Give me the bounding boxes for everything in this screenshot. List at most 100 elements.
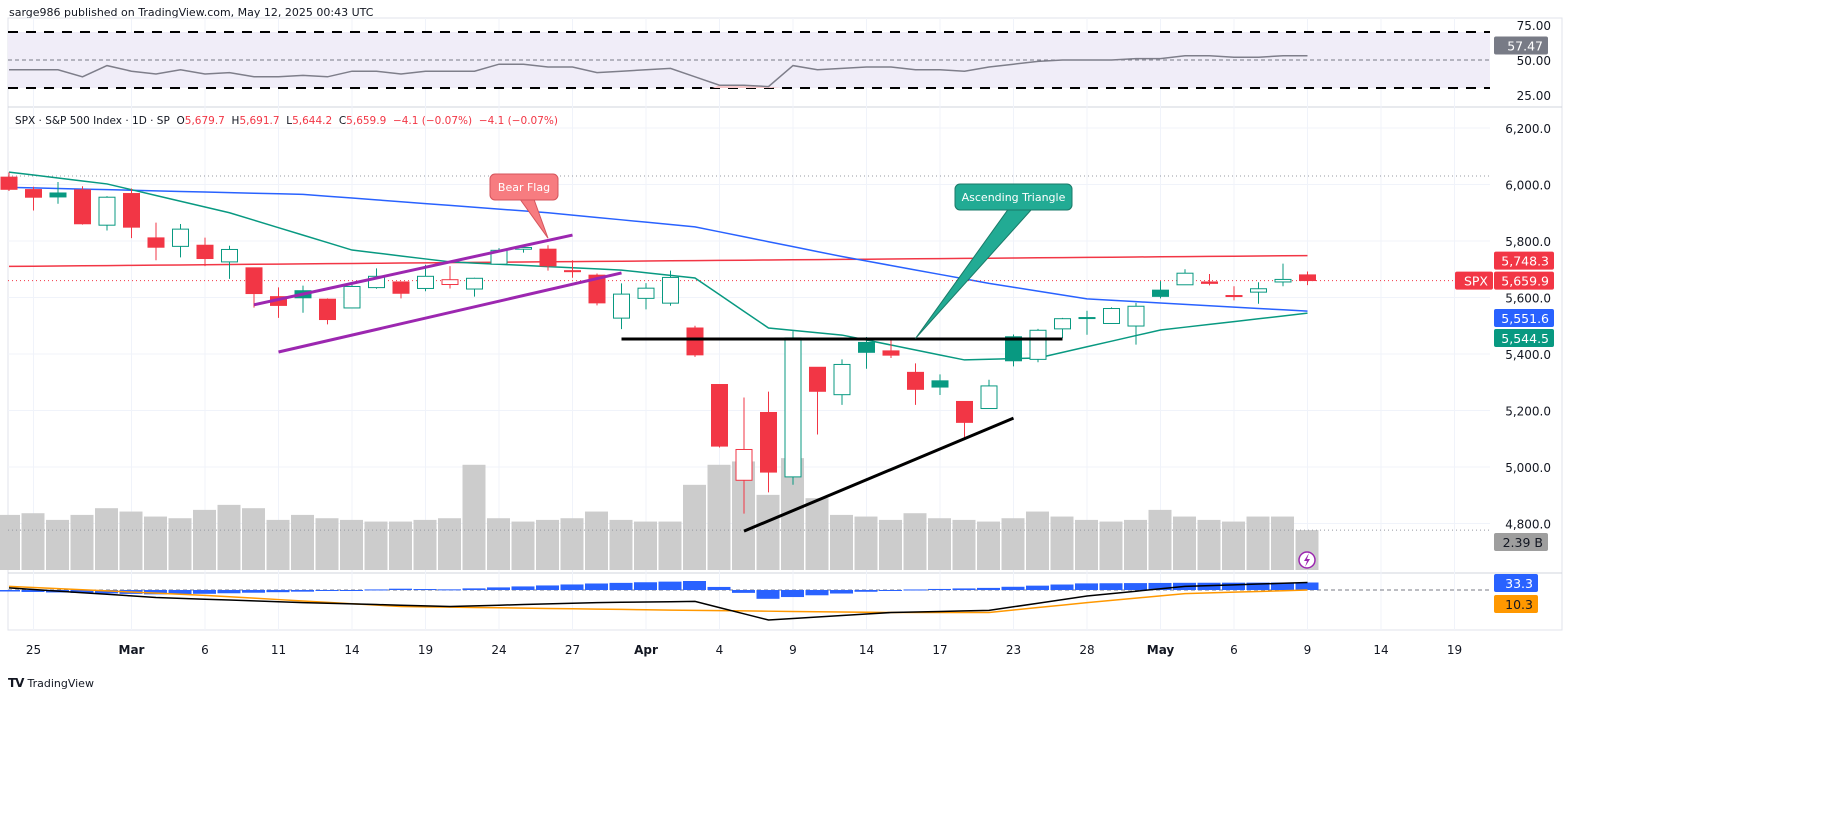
volume-bar — [0, 514, 20, 570]
candle-body — [784, 337, 802, 478]
macd-histogram-bar — [707, 586, 731, 590]
triangle-support-line[interactable] — [743, 416, 1015, 533]
macd-histogram-bar — [634, 582, 657, 590]
candle — [245, 267, 263, 308]
candle-body — [1225, 295, 1243, 298]
candle — [907, 363, 924, 405]
candle — [1225, 286, 1243, 301]
macd-histogram-bar — [1026, 585, 1049, 590]
candle — [980, 379, 998, 410]
macd-histogram-bar — [438, 589, 461, 591]
candle-body — [882, 350, 900, 356]
macd-histogram-bar — [732, 590, 755, 593]
macd-hist-badge: 33.3 — [1505, 576, 1533, 591]
macd-histogram-bar — [928, 588, 951, 590]
price-axis-label: 5,600.0 — [1505, 292, 1551, 306]
candle — [784, 331, 802, 485]
candle — [711, 384, 728, 448]
volume-bar — [683, 484, 706, 570]
candle — [270, 287, 287, 318]
candle-body — [956, 400, 973, 423]
candle — [637, 283, 655, 310]
candle-body — [147, 237, 165, 248]
symbol-badge: SPX — [1464, 274, 1488, 289]
ma-200-line — [8, 254, 1308, 268]
symbol-badge-bg — [1455, 271, 1493, 290]
candle-body — [858, 341, 875, 353]
date-axis-label: 14 — [859, 643, 874, 657]
candle-body — [686, 327, 704, 356]
candle-body — [1274, 278, 1292, 283]
macd-histogram-bar — [952, 588, 976, 590]
ma-20-line — [8, 171, 1308, 361]
footer-brand[interactable]: TV TradingView — [8, 676, 94, 690]
macd-signal-badge: 10.3 — [1505, 597, 1533, 612]
date-axis-label: 24 — [491, 643, 506, 657]
volume-bar — [119, 511, 143, 570]
legend-close: 5,659.9 — [346, 115, 387, 127]
date-axis-label: 6 — [201, 643, 209, 657]
rsi-line — [9, 55, 1308, 88]
volume-bar — [413, 519, 437, 570]
date-axis-label: 14 — [344, 643, 359, 657]
candle — [882, 339, 900, 358]
lightning-icon[interactable] — [1298, 551, 1316, 569]
candle — [760, 391, 777, 493]
macd-histogram-bar — [903, 589, 927, 591]
candle — [1054, 317, 1071, 339]
macd-histogram-bar — [340, 590, 363, 591]
candle — [931, 374, 949, 395]
candle-body — [1005, 336, 1022, 362]
macd-histogram-bar — [266, 590, 290, 593]
date-axis-label: Apr — [634, 643, 658, 657]
candle — [662, 270, 679, 306]
brand-name: TradingView — [27, 676, 94, 690]
date-axis-label: 9 — [789, 643, 797, 657]
macd-histogram-bar — [462, 588, 486, 590]
volume-bar — [585, 511, 608, 570]
candle-body — [907, 371, 924, 390]
candle-body — [245, 267, 263, 295]
candle — [98, 196, 116, 231]
macd-histogram-bar — [315, 590, 339, 591]
price-axis-label: 5,000.0 — [1505, 461, 1551, 475]
lightning-icon-bolt — [1304, 553, 1310, 567]
callout-box[interactable] — [489, 173, 559, 201]
candle — [833, 359, 851, 405]
macd-histogram-bar — [0, 590, 20, 592]
volume-bar — [952, 519, 976, 570]
macd-histogram-bar — [781, 590, 804, 598]
candle-body — [833, 363, 851, 396]
legend-low: 5,644.2 — [292, 115, 333, 127]
candle-body — [980, 385, 998, 410]
macd-histogram-bar — [291, 590, 314, 592]
date-axis-label: 23 — [1006, 643, 1021, 657]
date-axis-label: Mar — [119, 643, 145, 657]
volume-bar — [462, 464, 486, 570]
callout-box[interactable] — [954, 183, 1073, 211]
bear-flag-channel-upper[interactable] — [253, 233, 573, 307]
callout-label: Ascending Triangle — [962, 191, 1066, 204]
legend-symbol[interactable]: SPX · S&P 500 Index · 1D · SP — [15, 115, 170, 127]
candle — [1103, 307, 1120, 325]
candle — [392, 281, 410, 299]
rsi-axis-label: 25.00 — [1517, 89, 1551, 103]
ma-200-badge-bg — [1494, 251, 1554, 270]
callout-pointer[interactable] — [519, 199, 549, 239]
volume-bar — [805, 498, 829, 570]
macd-histogram-bar — [364, 589, 388, 591]
macd-histogram-bar — [585, 583, 608, 590]
date-axis-label: 14 — [1373, 643, 1388, 657]
price-axis-label: 4,800.0 — [1505, 518, 1551, 532]
volume-bar — [70, 514, 94, 570]
bear-flag-channel-lower[interactable] — [278, 271, 622, 354]
volume-bar — [46, 519, 69, 570]
candle — [1127, 302, 1145, 345]
volume-bar — [707, 464, 731, 570]
candle — [1250, 282, 1267, 304]
macd-signal-line — [8, 585, 1308, 614]
volume-bar — [732, 461, 755, 570]
volume-bar — [1271, 516, 1294, 570]
tradingview-logo-icon: TV — [8, 676, 25, 690]
